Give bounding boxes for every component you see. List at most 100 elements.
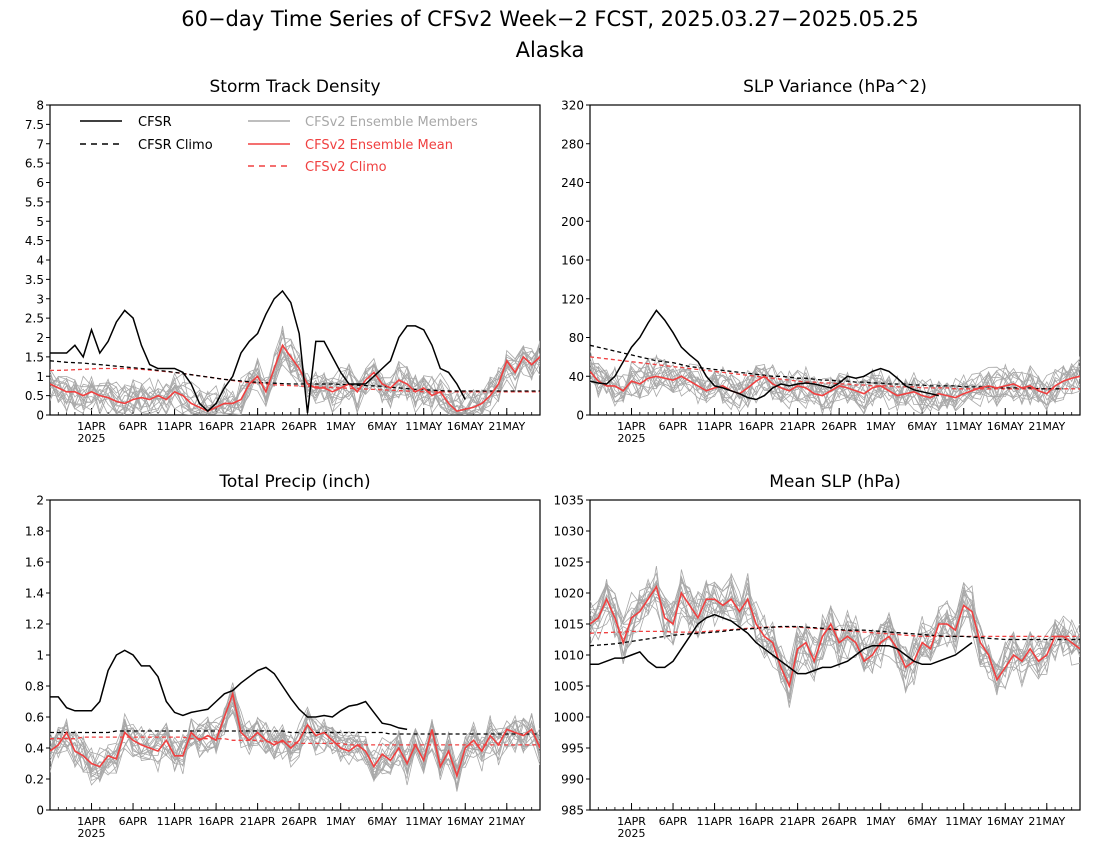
x-tick-label: 26APR [821, 420, 857, 433]
x-tick-label: 1APR [617, 815, 646, 828]
y-tick-label: 0 [36, 804, 44, 818]
ensemble-mean-line [50, 343, 540, 412]
y-tick-label: 1025 [553, 556, 584, 570]
cfsr-line [590, 309, 939, 401]
figure-title: 60−day Time Series of CFSv2 Week−2 FCST,… [181, 7, 919, 31]
legend-label-ens-mean: CFSv2 Ensemble Mean [305, 138, 453, 153]
y-tick-label: 1000 [553, 711, 584, 725]
x-tick-label: 6APR [119, 815, 148, 828]
x-tick-label: 11APR [157, 815, 193, 828]
panel-title-storm-track-density: Storm Track Density [209, 77, 380, 97]
y-tick-label: 4.5 [25, 234, 44, 248]
x-tick-year: 2025 [78, 432, 106, 445]
y-tick-label: 200 [561, 215, 584, 229]
ensemble-mean-line [590, 370, 1080, 399]
x-tick-label: 1APR [77, 815, 106, 828]
y-tick-label: 990 [561, 773, 584, 787]
y-tick-label: 160 [561, 254, 584, 268]
x-tick-label: 16MAY [447, 815, 484, 828]
legend-label-members: CFSv2 Ensemble Members [305, 115, 478, 130]
cfsr-line [50, 649, 408, 731]
cfsr-line [590, 613, 973, 675]
x-tick-label: 6MAY [907, 420, 937, 433]
y-tick-label: 1.2 [25, 618, 44, 632]
cfsr-climo-line [590, 625, 1080, 647]
ensemble-member-line [50, 687, 540, 792]
y-tick-label: 120 [561, 292, 584, 306]
y-tick-label: 3.5 [25, 273, 44, 287]
y-tick-label: 2.5 [25, 312, 44, 326]
x-tick-label: 16MAY [447, 420, 484, 433]
x-tick-label: 21APR [780, 420, 816, 433]
y-tick-label: 5 [36, 215, 44, 229]
x-tick-label: 21APR [780, 815, 816, 828]
plot-area [589, 104, 1081, 416]
y-tick-label: 0.8 [25, 680, 44, 694]
y-tick-label: 1005 [553, 680, 584, 694]
y-tick-label: 995 [561, 742, 584, 756]
x-tick-label: 1APR [617, 420, 646, 433]
y-tick-label: 1030 [553, 525, 584, 539]
ensemble-member-line [590, 361, 1080, 412]
x-tick-label: 6MAY [907, 815, 937, 828]
ensemble-member-line [590, 576, 1080, 693]
y-tick-label: 2 [36, 494, 44, 508]
panel-storm-track-density: Storm Track Density 0 0.5 1 1.5 2 2.5 3 3.5 4 4.5 5… [25, 77, 541, 445]
cfsr-climo-line [50, 360, 540, 392]
x-tick-label: 21MAY [488, 420, 525, 433]
x-tick-label: 1MAY [326, 420, 356, 433]
cfsv2-climo-line [50, 736, 540, 746]
y-tick-label: 1 [36, 370, 44, 384]
y-tick-label: 40 [569, 370, 584, 384]
y-tick-label: 0 [576, 409, 584, 423]
y-tick-label: 320 [561, 99, 584, 113]
x-tick-label: 21MAY [488, 815, 525, 828]
cfsr-line [50, 289, 466, 414]
x-tick-label: 16APR [198, 815, 234, 828]
y-tick-label: 1 [36, 649, 44, 663]
y-tick-label: 985 [561, 804, 584, 818]
ensemble-member-line [50, 337, 540, 415]
y-tick-label: 240 [561, 176, 584, 190]
x-tick-label: 16APR [738, 420, 774, 433]
x-tick-label: 1MAY [866, 815, 896, 828]
panel-slp-variance: SLP Variance (hPa^2) 0 40 80 120 160 200 240 280… [561, 77, 1081, 445]
y-tick-label: 8 [36, 99, 44, 113]
ensemble-member-line [590, 361, 1080, 411]
y-tick-label: 3 [36, 292, 44, 306]
y-tick-label: 0.4 [25, 742, 44, 756]
x-tick-label: 1APR [77, 420, 106, 433]
cfsv2-climo-line [590, 356, 1080, 390]
panel-title-slp-variance: SLP Variance (hPa^2) [743, 77, 927, 97]
y-tick-label: 0 [36, 409, 44, 423]
ensemble-member-line [50, 348, 540, 415]
x-tick-label: 26APR [821, 815, 857, 828]
x-tick-label: 26APR [281, 420, 317, 433]
ensemble-mean-line [50, 690, 540, 779]
x-tick-label: 1MAY [326, 815, 356, 828]
figure-subtitle: Alaska [516, 38, 585, 62]
y-tick-label: 1015 [553, 618, 584, 632]
panel-total-precip: Total Precip (inch) 0 0.2 0.4 0.6 0.8 1 1.2 1.4 1… [25, 472, 541, 840]
x-tick-year: 2025 [618, 827, 646, 840]
x-tick-label: 21APR [240, 420, 276, 433]
legend-label-cfsr-climo: CFSR Climo [138, 138, 213, 153]
x-tick-label: 11APR [157, 420, 193, 433]
x-tick-label: 6APR [119, 420, 148, 433]
x-tick-label: 6APR [659, 815, 688, 828]
ensemble-member-line [590, 590, 1080, 698]
x-tick-year: 2025 [78, 827, 106, 840]
x-tick-label: 16MAY [987, 815, 1024, 828]
x-tick-label: 11MAY [945, 815, 982, 828]
x-tick-label: 11MAY [945, 420, 982, 433]
y-tick-label: 1.5 [25, 350, 44, 364]
ensemble-member-line [50, 710, 540, 787]
x-tick-label: 16APR [738, 815, 774, 828]
x-tick-label: 26APR [281, 815, 317, 828]
panel-mean-slp: Mean SLP (hPa) 985 990 995 1000 1005 1010 1015 1… [553, 472, 1081, 840]
y-tick-label: 0.6 [25, 711, 44, 725]
x-tick-year: 2025 [618, 432, 646, 445]
cfsr-climo-line [50, 730, 540, 735]
y-tick-label: 4 [36, 254, 44, 268]
legend-label-cfsv2-climo: CFSv2 Climo [305, 160, 387, 175]
